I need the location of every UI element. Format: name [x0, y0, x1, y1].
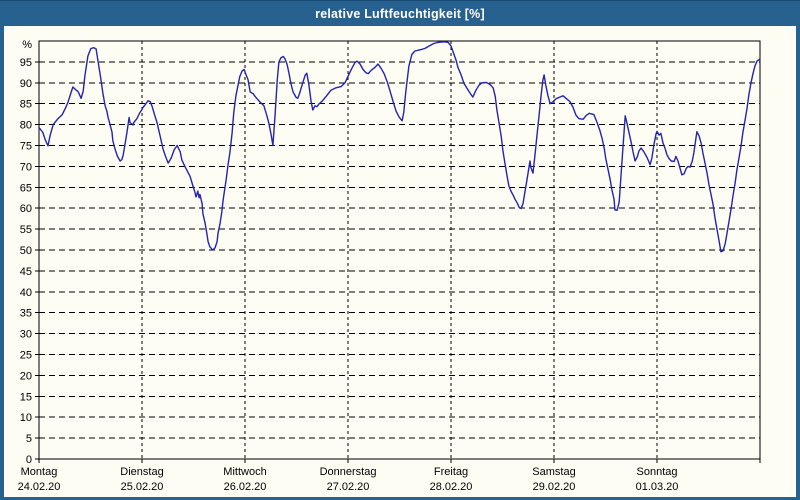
y-tick-label: 50: [20, 245, 32, 257]
x-axis-date-label: 28.02.20: [430, 481, 473, 493]
y-tick-label: 90: [20, 78, 32, 90]
x-axis-day-label: Samstag: [532, 466, 575, 478]
x-axis-date-label: 24.02.20: [18, 481, 61, 493]
series-line-relative-luftfeuchtigkeit: [38, 41, 761, 253]
y-axis-unit-label: %: [22, 39, 32, 51]
y-tick-label: 45: [20, 266, 32, 278]
x-axis-date-label: 01.03.20: [636, 481, 679, 493]
x-axis-day-label: Donnerstag: [320, 466, 377, 478]
y-tick-label: 25: [20, 350, 32, 362]
y-tick-label: 70: [20, 161, 32, 173]
y-tick-label: 15: [20, 391, 32, 403]
y-tick-label: 30: [20, 329, 32, 341]
plot-frame: [38, 40, 761, 460]
y-tick-label: 5: [26, 433, 32, 445]
y-tick-label: 65: [20, 182, 32, 194]
y-tick-label: 55: [20, 224, 32, 236]
chart-area: 0 5 10 15 20 25 30 35 40 45 50 55 60 65 70 75 80 85 90 95% M…: [4, 26, 796, 497]
x-axis-day-label: Mittwoch: [223, 466, 266, 478]
humidity-line-chart: 0 5 10 15 20 25 30 35 40 45 50 55 60 65 70 75 80 85 90 95% M…: [18, 39, 761, 493]
y-tick-label: 80: [20, 120, 32, 132]
window-title: relative Luftfeuchtigkeit [%]: [315, 6, 485, 21]
y-tick-label: 20: [20, 370, 32, 382]
x-axis-day-label: Freitag: [434, 466, 468, 478]
x-axis-date-label: 26.02.20: [224, 481, 267, 493]
y-tick-label: 40: [20, 287, 32, 299]
y-tick-label: 75: [20, 141, 32, 153]
y-tick-label: 85: [20, 99, 32, 111]
y-tick-label: 35: [20, 308, 32, 320]
y-tick-label: 95: [20, 57, 32, 69]
x-axis-day-label: Montag: [21, 466, 58, 478]
x-axis-day-label: Sonntag: [637, 466, 678, 478]
x-axis-date-label: 25.02.20: [121, 481, 164, 493]
y-tick-label: 60: [20, 203, 32, 215]
x-axis-date-label: 29.02.20: [533, 481, 576, 493]
x-axis-date-label: 27.02.20: [327, 481, 370, 493]
y-tick-label: 0: [26, 454, 32, 466]
window-titlebar[interactable]: relative Luftfeuchtigkeit [%]: [0, 1, 800, 26]
y-tick-label: 10: [20, 412, 32, 424]
x-axis-day-label: Dienstag: [120, 466, 163, 478]
